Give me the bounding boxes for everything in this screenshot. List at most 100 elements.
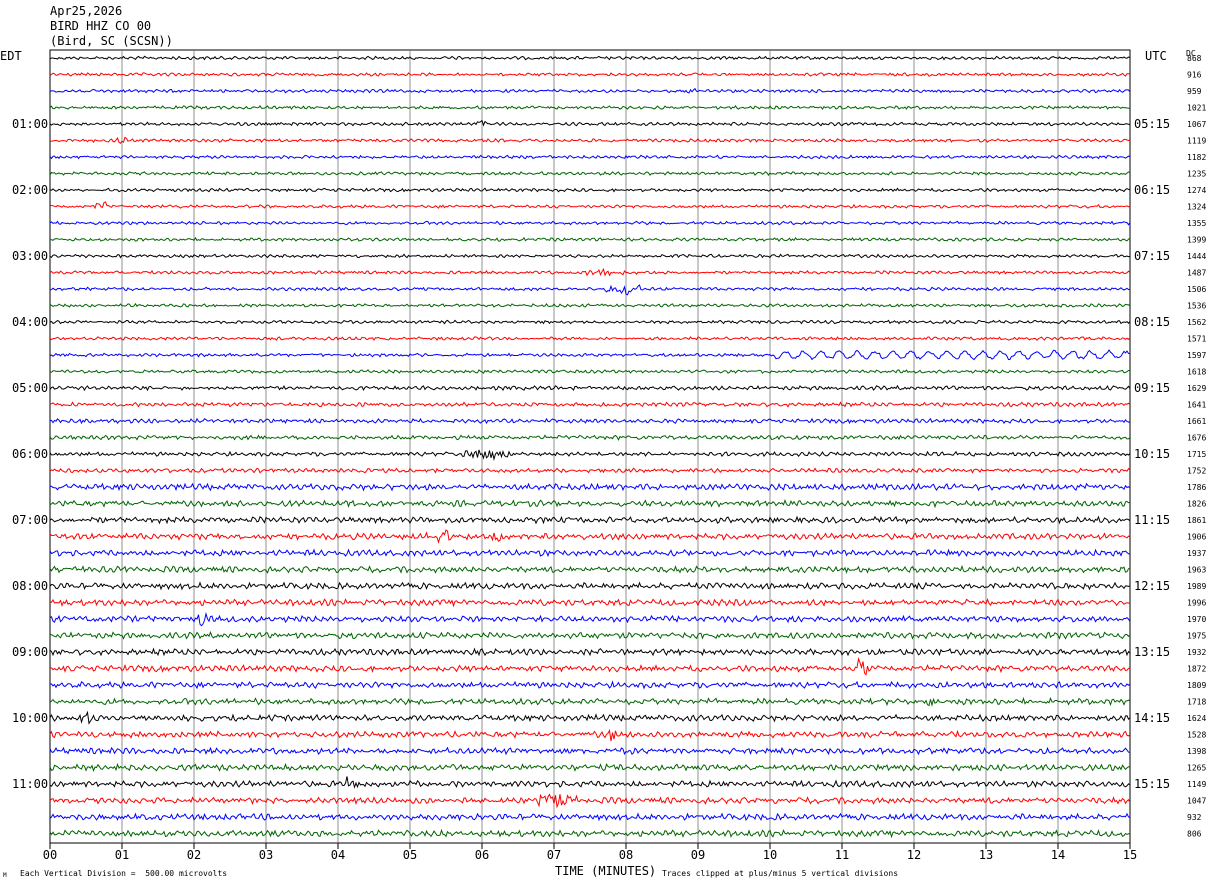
dc-offset-label: 1809 <box>1187 681 1206 690</box>
dc-offset-label: 1444 <box>1187 252 1206 261</box>
x-tick-label: 05 <box>403 848 417 862</box>
dc-offset-label: 959 <box>1187 87 1202 96</box>
dc-offset-label: 806 <box>1187 830 1202 839</box>
dc-offset-label: 1235 <box>1187 170 1206 179</box>
left-hour-label: 11:00 <box>12 777 48 791</box>
x-tick-label: 04 <box>331 848 345 862</box>
chart-station: BIRD HHZ CO 00 <box>50 19 152 33</box>
left-hour-label: 06:00 <box>12 447 48 461</box>
dc-offset-label: 1661 <box>1187 417 1206 426</box>
dc-offset-label: 1398 <box>1187 747 1206 756</box>
dc-offset-label: 1571 <box>1187 335 1206 344</box>
left-hour-label: 02:00 <box>12 183 48 197</box>
trace-line <box>49 55 1131 61</box>
trace-line <box>49 828 1131 839</box>
dc-offset-label: 1355 <box>1187 219 1206 228</box>
trace-line <box>49 87 1131 94</box>
x-tick-label: 00 <box>43 848 57 862</box>
left-hour-label: 09:00 <box>12 645 48 659</box>
trace-line <box>49 336 1131 342</box>
trace-line <box>49 729 1131 742</box>
trace-line <box>49 401 1131 408</box>
dc-offset-label: 1715 <box>1187 450 1206 459</box>
left-hour-label: 05:00 <box>12 381 48 395</box>
trace-line <box>50 136 1131 144</box>
dc-offset-label: 1975 <box>1187 632 1206 641</box>
trace-line <box>49 710 1131 725</box>
right-hour-label: 07:15 <box>1134 249 1170 263</box>
dc-offset-label: 1932 <box>1187 648 1206 657</box>
trace-line <box>49 170 1131 176</box>
dc-offset-label: 1562 <box>1187 318 1206 327</box>
dc-offset-label: 1149 <box>1187 780 1206 789</box>
corner-mark: M <box>3 872 7 879</box>
dc-header-label: DC <box>1186 49 1196 58</box>
trace-line <box>49 498 1131 509</box>
trace-line <box>49 611 1131 627</box>
trace-line <box>49 319 1131 325</box>
trace-line <box>49 564 1131 574</box>
right-hour-label: 09:15 <box>1134 381 1170 395</box>
trace-line <box>49 812 1131 822</box>
trace-line <box>49 119 1131 127</box>
dc-offset-label: 932 <box>1187 813 1202 822</box>
division-note: Each Vertical Division = 500.00 microvol… <box>20 869 228 878</box>
dc-offset-label: 1641 <box>1187 401 1206 410</box>
dc-offset-label: 1624 <box>1187 714 1206 723</box>
right-hour-label: 11:15 <box>1134 513 1170 527</box>
trace-line <box>49 417 1131 425</box>
right-hour-label: 05:15 <box>1134 117 1170 131</box>
right-hour-label: 08:15 <box>1134 315 1170 329</box>
plot-frame <box>49 49 1131 844</box>
trace-line <box>49 529 1131 544</box>
grid-layer <box>49 49 1131 844</box>
dc-offset-label: 1906 <box>1187 533 1206 542</box>
dc-offset-label: 1021 <box>1187 104 1206 113</box>
right-timezone-label: UTC <box>1145 49 1167 63</box>
chart-date: Apr25,2026 <box>50 4 123 18</box>
trace-line <box>49 220 1131 226</box>
dc-offset-label: 1265 <box>1187 764 1206 773</box>
trace-line <box>49 696 1131 707</box>
dc-offset-label: 868 <box>1187 54 1202 63</box>
trace-line <box>49 647 1131 657</box>
trace-line <box>49 762 1131 773</box>
trace-line <box>49 201 1131 210</box>
x-tick-label: 14 <box>1051 848 1065 862</box>
trace-line <box>50 482 1131 492</box>
dc-offset-label: 1047 <box>1187 797 1206 806</box>
x-tick-label: 13 <box>979 848 993 862</box>
trace-line <box>49 236 1131 243</box>
x-tick-label: 15 <box>1123 848 1137 862</box>
x-tick-label: 07 <box>547 848 561 862</box>
left-hour-label: 08:00 <box>12 579 48 593</box>
right-hour-label: 10:15 <box>1134 447 1170 461</box>
dc-offset-label: 916 <box>1187 71 1202 80</box>
dc-offset-label: 1718 <box>1187 698 1206 707</box>
right-hour-label: 14:15 <box>1134 711 1170 725</box>
dc-offset-label: 1487 <box>1187 269 1206 278</box>
trace-line <box>49 746 1131 756</box>
trace-line <box>49 253 1131 259</box>
right-hour-label: 12:15 <box>1134 579 1170 593</box>
trace-line <box>49 284 1131 296</box>
trace-line <box>49 598 1131 608</box>
dc-offset-label: 1937 <box>1187 549 1206 558</box>
right-hour-label: 13:15 <box>1134 645 1170 659</box>
x-tick-label: 03 <box>259 848 273 862</box>
dc-offset-label: 1996 <box>1187 599 1206 608</box>
trace-line <box>49 369 1130 374</box>
chart-location: (Bird, SC (SCSN)) <box>50 34 173 48</box>
dc-offset-label: 1861 <box>1187 516 1206 525</box>
x-tick-label: 08 <box>619 848 633 862</box>
dc-offset-label: 1536 <box>1187 302 1206 311</box>
left-hour-label: 07:00 <box>12 513 48 527</box>
trace-line <box>49 776 1131 789</box>
trace-line <box>50 657 1131 676</box>
x-tick-label: 12 <box>907 848 921 862</box>
dc-offset-label: 1826 <box>1187 500 1206 509</box>
dc-offset-label: 1629 <box>1187 384 1206 393</box>
trace-line <box>49 581 1131 591</box>
x-axis-title: TIME (MINUTES) <box>555 864 657 878</box>
left-hour-label: 10:00 <box>12 711 48 725</box>
